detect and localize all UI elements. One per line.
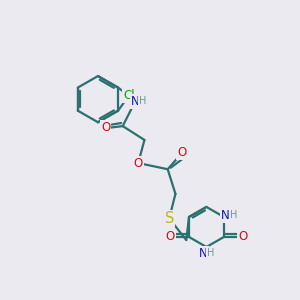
Text: Cl: Cl xyxy=(123,89,135,102)
Text: N: N xyxy=(199,247,208,260)
Text: O: O xyxy=(166,230,175,244)
Text: N: N xyxy=(221,209,230,222)
Text: S: S xyxy=(164,211,174,226)
Text: H: H xyxy=(230,210,238,220)
Text: H: H xyxy=(139,96,147,106)
Text: O: O xyxy=(238,230,247,244)
Text: O: O xyxy=(134,157,143,169)
Text: O: O xyxy=(101,121,110,134)
Text: N: N xyxy=(131,95,140,108)
Text: O: O xyxy=(177,146,186,159)
Text: H: H xyxy=(207,248,214,258)
